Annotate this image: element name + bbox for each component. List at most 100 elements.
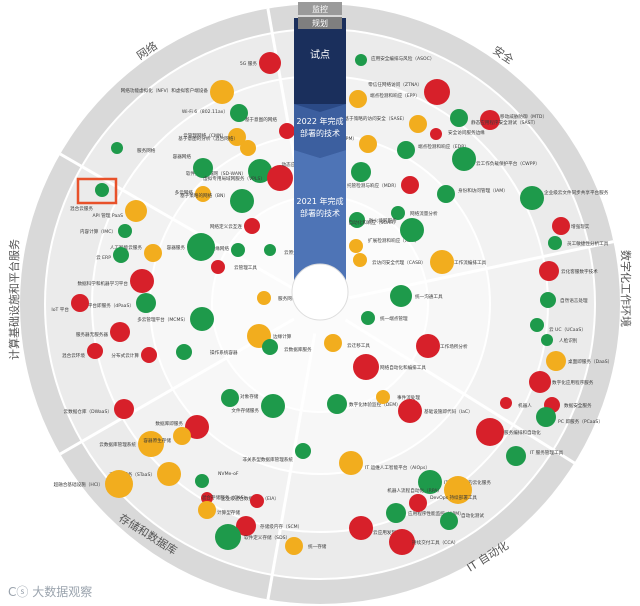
- tech-bubble: [125, 200, 147, 222]
- tech-bubble: [144, 244, 162, 262]
- tech-bubble: [416, 334, 440, 358]
- tech-label: DevOps 持续部署工具: [430, 494, 477, 501]
- tech-label: 云数据仓库（DWaaS）: [64, 408, 113, 415]
- tech-label: 云 UC（UCaaS）: [549, 327, 586, 333]
- band-2021: [294, 150, 346, 288]
- tech-bubble: [540, 292, 556, 308]
- tech-label: 边缘计算: [273, 333, 292, 340]
- tech-bubble: [193, 158, 213, 178]
- tech-bubble: [376, 390, 390, 404]
- tech-bubble: [111, 142, 123, 154]
- tech-label: 网络自动化和编排工具: [380, 364, 426, 371]
- tech-label: 计算型存储: [217, 509, 240, 516]
- tech-bubble: [349, 516, 373, 540]
- tech-bubble: [409, 115, 427, 133]
- tech-label: 软件定义广域网（SD-WAN）: [186, 170, 246, 177]
- tech-bubble: [110, 322, 130, 342]
- tech-label: 存储即服务（STaaS）: [109, 471, 155, 478]
- tech-bubble: [430, 250, 454, 274]
- tech-label: 云数据库管理系统: [99, 441, 136, 448]
- tech-label: 多云网络: [175, 189, 194, 196]
- tech-bubble: [248, 159, 272, 183]
- sector-compute-label: 计算基础设施和平台服务: [7, 239, 21, 360]
- tech-bubble: [480, 110, 500, 130]
- tech-bubble: [259, 52, 281, 74]
- tech-bubble: [113, 247, 129, 263]
- tech-label: 事件流处理: [397, 394, 420, 401]
- tech-bubble: [201, 492, 213, 504]
- tech-label: 员工敏捷性分析工具: [567, 240, 609, 247]
- tech-bubble: [173, 427, 191, 445]
- tech-bubble: [450, 109, 468, 127]
- tech-label: 云访问安全代理（CASB）: [372, 259, 426, 266]
- tech-bubble: [195, 186, 211, 202]
- tech-label: 基于意图的网络: [245, 116, 278, 123]
- tech-label: 容器服务: [167, 244, 186, 251]
- tech-bubble: [390, 285, 412, 307]
- tech-bubble: [71, 294, 89, 312]
- sector-divider: [344, 318, 576, 465]
- tech-bubble: [130, 269, 154, 293]
- tech-label: 安全编排、自动化和响应（SOAR）: [325, 219, 398, 226]
- tech-label: 持续交付工具（CCA）: [412, 539, 458, 546]
- label-2022-line2: 部署的技术: [300, 128, 340, 138]
- tech-bubble: [539, 261, 559, 281]
- tech-label: 数据科学和机器学习平台: [77, 280, 128, 287]
- tech-bubble: [210, 80, 234, 104]
- tech-label: 云应用发现: [373, 529, 396, 536]
- plan-tab-label: 规划: [312, 18, 328, 28]
- tech-label: 数据库即服务: [155, 420, 183, 427]
- tech-label: 机器人流程自动化（RPA）: [387, 487, 442, 494]
- tech-bubble: [452, 147, 476, 171]
- tech-bubble: [215, 524, 241, 550]
- tech-bubble: [339, 451, 363, 475]
- tech-bubble: [430, 128, 442, 140]
- tech-label: 云管理网络（CMN）: [183, 132, 226, 139]
- tech-bubble: [520, 186, 544, 210]
- tech-bubble: [552, 217, 570, 235]
- tech-bubble: [389, 529, 415, 555]
- tech-bubble: [118, 224, 132, 238]
- tech-bubble: [87, 343, 103, 359]
- tech-label: 数字化应用程序服务: [552, 379, 594, 386]
- tech-label: 数字化平台即服务（dPaaS）: [74, 302, 134, 309]
- tech-bubble: [230, 104, 248, 122]
- tech-bubble: [261, 394, 285, 418]
- tech-label: 容器原生存储: [143, 437, 171, 444]
- plan-tab: [298, 17, 342, 29]
- tech-bubble: [285, 537, 303, 555]
- tech-label: 静态应用程序安全测试（SAST）: [471, 119, 538, 126]
- tech-label: 多云管理平台（MCMS）: [137, 316, 188, 323]
- tech-bubble: [529, 371, 551, 393]
- tech-label: 服务器无服务器: [76, 331, 109, 338]
- tech-label: 云数据库服务: [284, 346, 312, 353]
- tech-label: NVMe-oF: [218, 471, 239, 477]
- tech-label: 人脸识别: [559, 337, 578, 344]
- tech-bubble: [506, 446, 526, 466]
- tech-bubble: [257, 291, 271, 305]
- tech-bubble: [141, 347, 157, 363]
- tech-label: 网络流量分析: [410, 210, 438, 217]
- sector-digital-workplace-label: 数字化工作环境: [619, 250, 633, 327]
- pilot-band: [294, 18, 346, 104]
- tech-bubble: [279, 123, 295, 139]
- label-2022-line1: 2022 年完成: [297, 116, 344, 126]
- tech-bubble: [264, 244, 276, 256]
- callout-box: [76, 177, 118, 205]
- tech-bubble: [211, 260, 225, 274]
- tech-bubble: [187, 233, 215, 261]
- band-2022: [294, 104, 346, 158]
- tech-bubble: [195, 474, 209, 488]
- sector-divider: [59, 152, 295, 291]
- tech-label: 分布式云计算: [111, 352, 139, 359]
- tech-label: 基于策略的网络（BN）: [180, 192, 228, 199]
- tech-label: 操作系统容器: [210, 349, 238, 356]
- tech-label: 虚拟专用局域网服务（VPLS）: [203, 175, 265, 182]
- tech-label: 零信任网络访问（ZTNA）: [368, 81, 422, 88]
- tech-label: 自然语言处理: [560, 297, 588, 304]
- tech-label: 安全访问服务边缘: [448, 129, 485, 136]
- tech-label: 统一端点管理: [380, 315, 408, 322]
- tech-bubble: [398, 399, 422, 423]
- tech-bubble: [262, 339, 278, 355]
